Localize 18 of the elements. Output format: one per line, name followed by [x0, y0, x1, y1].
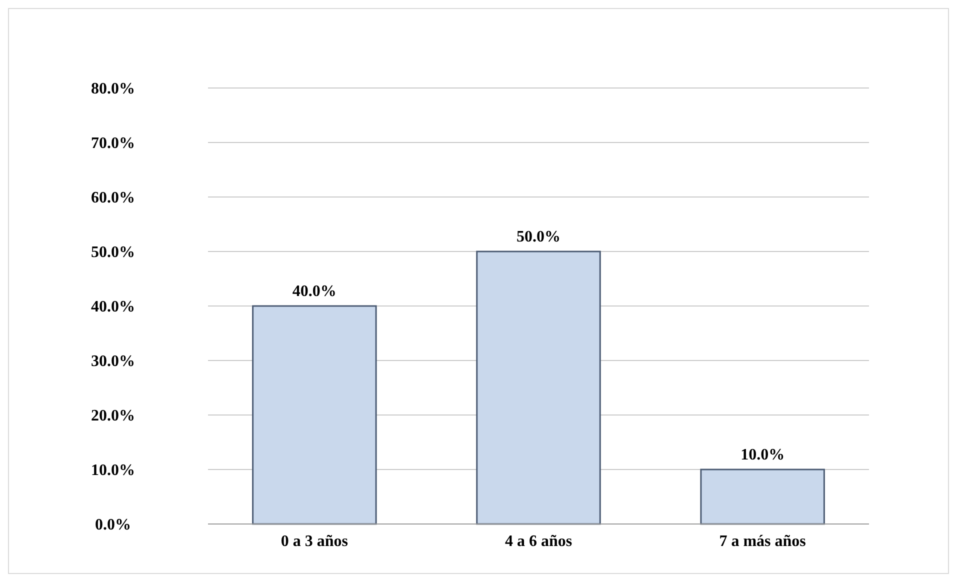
- data-label: 40.0%: [292, 283, 336, 300]
- x-tick-label: 4 a 6 años: [504, 533, 572, 550]
- x-tick-label: 0 a 3 años: [280, 533, 348, 550]
- y-tick-label: 80.0%: [91, 80, 135, 98]
- bar: [476, 250, 601, 525]
- y-tick-label: 40.0%: [91, 298, 135, 316]
- data-label: 50.0%: [516, 228, 560, 246]
- y-tick-label: 20.0%: [91, 408, 135, 425]
- x-tick-label: 7 a más años: [719, 533, 806, 550]
- bar: [700, 468, 825, 525]
- y-tick-label: 10.0%: [91, 462, 135, 480]
- bar: [252, 305, 377, 525]
- y-tick-label: 30.0%: [91, 353, 135, 370]
- data-label: 10.0%: [740, 446, 785, 464]
- y-tick-label: 50.0%: [91, 244, 135, 262]
- y-tick-label: 0.0%: [95, 516, 131, 534]
- y-tick-label: 60.0%: [91, 190, 135, 207]
- y-tick-label: 70.0%: [91, 135, 135, 152]
